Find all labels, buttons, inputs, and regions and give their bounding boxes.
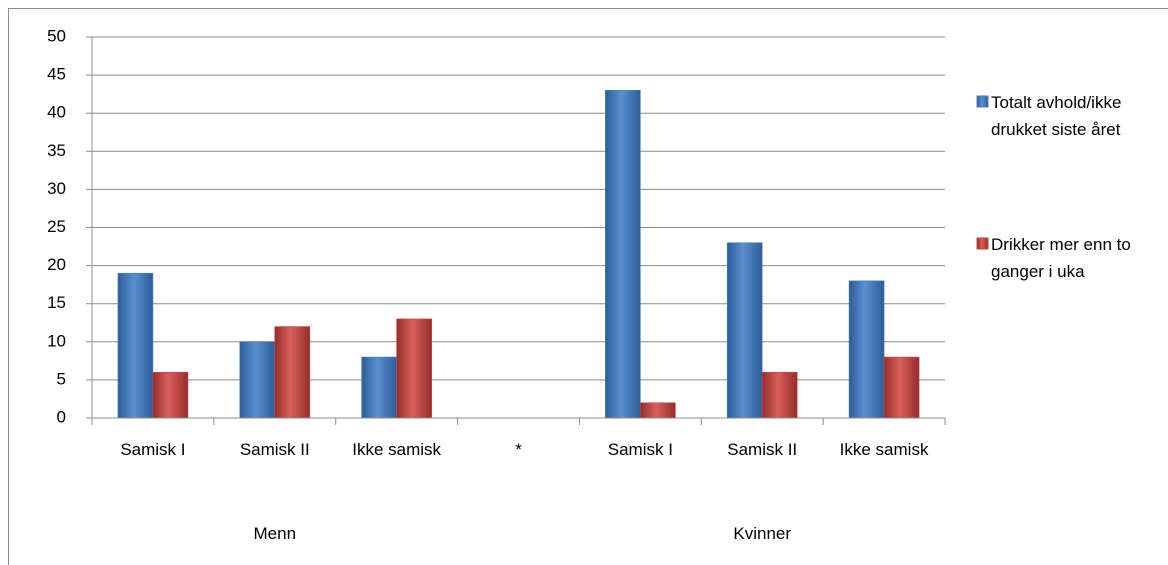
bar — [848, 280, 885, 419]
y-tick-label: 20 — [47, 255, 66, 274]
bar — [152, 371, 189, 419]
bar — [883, 356, 920, 419]
group-label: Menn — [253, 524, 297, 543]
x-tick-label: Ikke samisk — [352, 440, 442, 459]
x-tick-label: * — [515, 440, 522, 459]
bar — [761, 371, 798, 419]
bar — [605, 90, 641, 419]
bar — [640, 402, 676, 419]
legend-label: Totalt avhold/ikke drukket siste året — [991, 93, 1122, 139]
y-tick-label: 5 — [57, 369, 66, 388]
bar — [117, 272, 154, 419]
bar — [396, 318, 432, 419]
bar — [726, 242, 763, 419]
y-tick-label: 45 — [47, 65, 66, 84]
x-tick-label: Samisk I — [607, 440, 673, 459]
group-label: Kvinner — [733, 524, 792, 543]
y-tick-label: 40 — [47, 103, 66, 122]
y-tick-label: 0 — [57, 407, 66, 426]
y-tick-label: 35 — [47, 141, 66, 160]
legend-swatch — [976, 95, 989, 108]
y-tick-label: 25 — [47, 217, 66, 236]
y-tick-label: 10 — [47, 331, 66, 350]
x-tick-label: Samisk II — [239, 440, 310, 459]
bar — [274, 326, 311, 419]
x-tick-label: Ikke samisk — [839, 440, 929, 459]
x-tick-label: Samisk II — [727, 440, 798, 459]
bar — [239, 341, 276, 419]
bar — [361, 356, 397, 419]
legend-label: Drikker mer enn to ganger i uka — [991, 235, 1131, 281]
y-tick-label: 50 — [47, 26, 66, 45]
y-tick-label: 15 — [47, 293, 66, 312]
x-tick-label: Samisk I — [120, 440, 186, 459]
y-tick-label: 30 — [47, 179, 66, 198]
chart-border — [8, 8, 1168, 565]
legend-swatch — [976, 237, 989, 250]
